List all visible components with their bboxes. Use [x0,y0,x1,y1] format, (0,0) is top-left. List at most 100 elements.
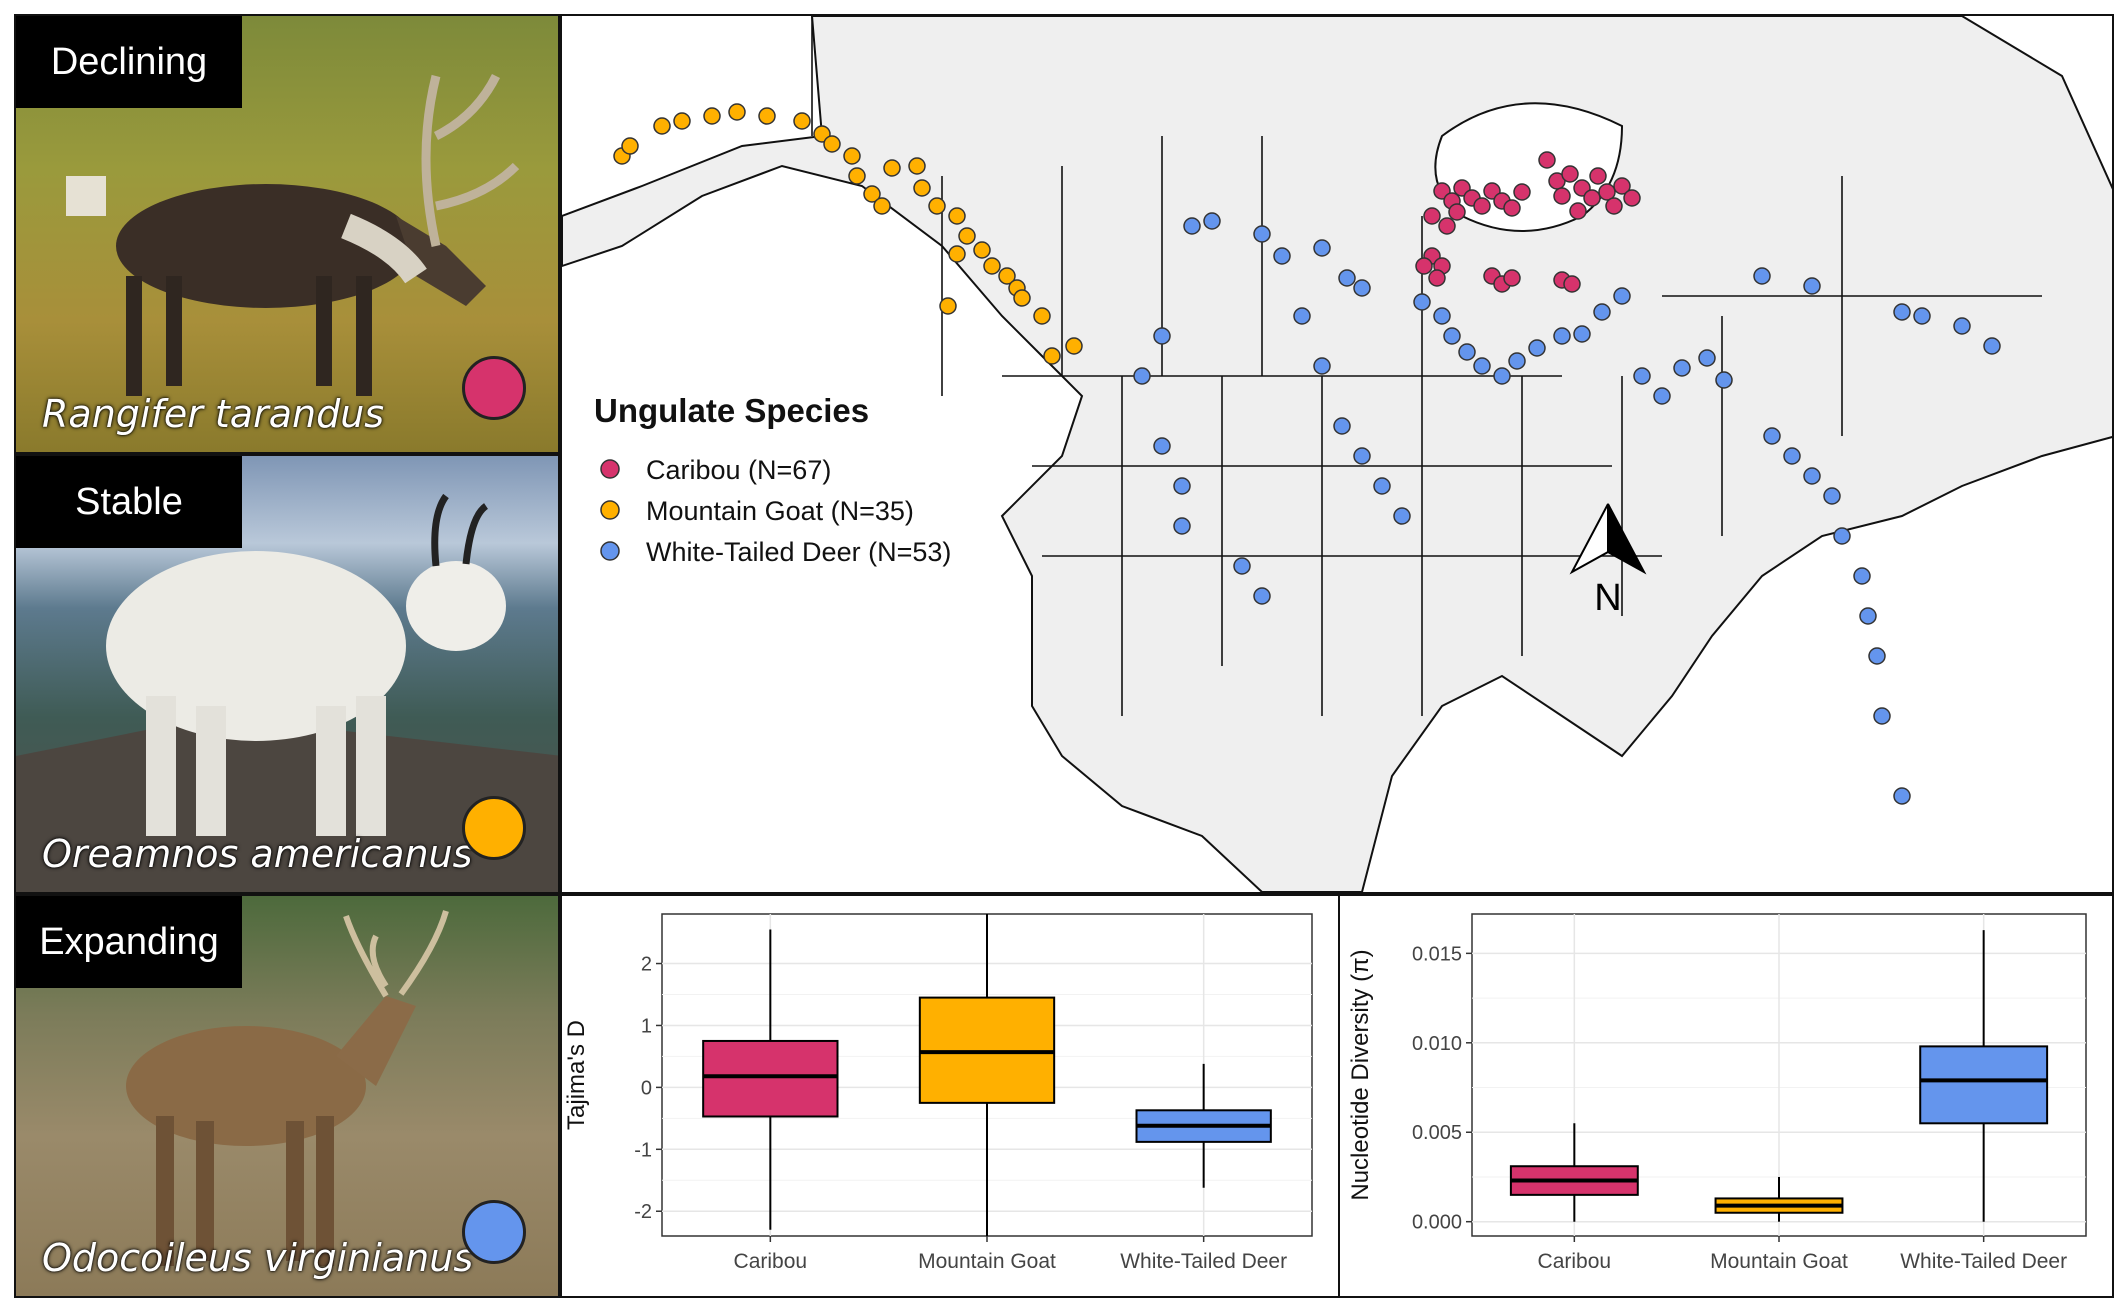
map-sample-point [843,147,861,165]
map-sample-point [1183,217,1201,235]
caribou-photo [66,73,520,396]
map-sample-point [823,135,841,153]
map-sample-point [1563,275,1581,293]
map-sample-point [873,197,891,215]
map-sample-point [1033,307,1051,325]
map-sample-point [1613,177,1631,195]
map-sample-point [1473,357,1491,375]
x-tick-label: White-Tailed Deer [1120,1250,1287,1273]
legend-label: Mountain Goat (N=35) [646,496,914,526]
map-sample-point [1538,151,1556,169]
map-sample-point [1373,477,1391,495]
status-label: Stable [16,456,242,548]
species-color-dot [462,356,526,420]
map-sample-point [1698,349,1716,367]
y-tick-label: 2 [641,954,652,976]
map-sample-point [1598,183,1616,201]
map-sample-point [1803,467,1821,485]
sample-points [613,103,2001,805]
map-sample-point [1868,647,1886,665]
map-sample-point [1415,257,1433,275]
north-label: N [1594,577,1621,619]
y-tick-label: -1 [634,1139,652,1161]
landmass [562,16,2112,892]
map-sample-point [1503,199,1521,217]
map-sample-point [1428,269,1446,287]
tajimas-d-panel: -2 -1 0 1 2 Caribou Mountain Goat White-Tailed … [560,894,1340,1298]
sample-map-panel: Ungulate Species Caribou (N=67) Mountain… [560,14,2114,894]
y-tick-label: 0.005 [1412,1122,1462,1144]
x-tick-label: Mountain Goat [1710,1250,1848,1273]
latin-name: Rangifer tarandus [42,392,385,436]
legend-item-mountain-goat: Mountain Goat (N=35) [600,496,914,526]
y-tick-label: 1 [641,1015,652,1037]
caribou-panel: Declining Rangifer tarandus [14,14,560,454]
species-color-dot [462,1200,526,1264]
map-sample-point [1853,567,1871,585]
x-tick-label: Caribou [1538,1250,1612,1273]
legend-label: White-Tailed Deer (N=53) [646,537,951,567]
map-sample-point [1553,187,1571,205]
map-sample-point [1473,197,1491,215]
map-sample-point [1753,267,1771,285]
x-tick-label: Caribou [734,1250,808,1273]
map-sample-point [908,157,926,175]
map-sample-point [1569,202,1587,220]
status-label: Declining [16,16,242,108]
map-sample-point [1338,269,1356,287]
map-sample-point [863,185,881,203]
map-sample-point [1893,303,1911,321]
map-sample-point [1873,707,1891,725]
map-sample-point [1913,307,1931,325]
map-sample-point [793,112,811,130]
white-tailed-deer-photo [126,910,449,1266]
y-axis-label: Nucleotide Diversity (π) [1347,949,1374,1200]
latin-name: Oreamnos americanus [42,832,473,876]
x-tick-label: White-Tailed Deer [1900,1250,2067,1273]
map-sample-point [1448,203,1466,221]
map-sample-point [948,207,966,225]
map-sample-point [1783,447,1801,465]
legend-title: Ungulate Species [594,392,869,429]
map-sample-point [1413,293,1431,311]
tajimas-d-boxplot: -2 -1 0 1 2 Caribou Mountain Goat White-Tailed … [563,913,1313,1273]
map-sample-point [1983,337,2001,355]
map-sample-point [1433,307,1451,325]
map-sample-point [1823,487,1841,505]
map-sample-point [1623,189,1641,207]
map-sample-point [1253,587,1271,605]
map-sample-point [958,227,976,245]
y-tick-label: 0.000 [1412,1212,1462,1234]
map-sample-point [998,267,1016,285]
map-sample-point [1513,183,1531,201]
y-tick-label: -2 [634,1201,652,1223]
map-sample-point [673,112,691,130]
map-sample-point [1153,327,1171,345]
borders [811,16,2042,716]
map-sample-point [1273,247,1291,265]
white-tailed-deer-panel: Expanding Odocoileus virginianus [14,894,560,1298]
map-sample-point [1561,165,1579,183]
map-sample-point [928,197,946,215]
map-sample-point [1313,239,1331,257]
map-sample-point [1605,197,1623,215]
legend-label: Caribou (N=67) [646,455,831,485]
map-sample-point [913,179,931,197]
map-sample-point [653,117,671,135]
map-sample-point [1458,343,1476,361]
map-sample-point [983,257,1001,275]
map-sample-point [848,167,866,185]
map-sample-point [1423,207,1441,225]
map-sample-point [1393,507,1411,525]
map-sample-point [973,241,991,259]
map-sample-point [1333,417,1351,435]
map-sample-point [1653,387,1671,405]
nucleotide-diversity-boxplot: 0.000 0.005 0.010 0.015 Caribou Mountain Goat… [1347,913,2087,1273]
map-sample-point [621,137,639,155]
y-tick-label: 0.010 [1412,1033,1462,1055]
map-sample-point [1493,367,1511,385]
map-sample-point [1353,279,1371,297]
map-sample-point [1065,337,1083,355]
x-tick-label: Mountain Goat [918,1250,1056,1273]
map-sample-point [1253,225,1271,243]
